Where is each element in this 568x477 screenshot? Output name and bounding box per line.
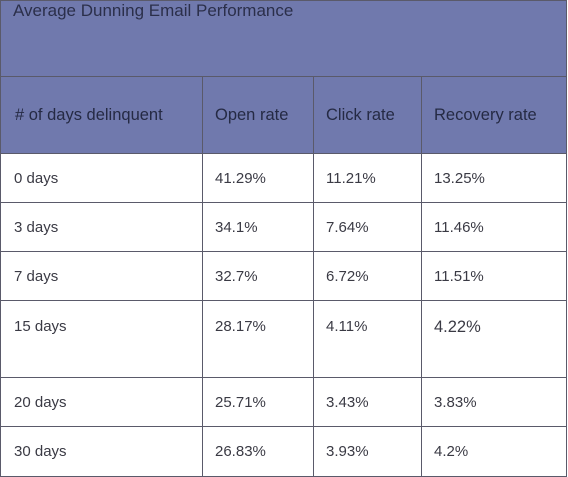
cell-open-rate: 41.29% xyxy=(202,153,314,203)
cell-open-rate: 25.71% xyxy=(202,377,314,427)
table-title: Average Dunning Email Performance xyxy=(0,0,568,77)
cell-recovery-rate: 3.83% xyxy=(420,377,568,427)
cell-days: 15 days xyxy=(0,300,203,378)
cell-click-rate: 3.93% xyxy=(313,426,422,477)
table-row: 20 days 25.71% 3.43% 3.83% xyxy=(0,377,568,427)
cell-days: 7 days xyxy=(0,251,203,301)
cell-recovery-rate: 11.46% xyxy=(420,202,568,252)
cell-recovery-rate: 4.22% xyxy=(420,300,568,378)
cell-open-rate: 32.7% xyxy=(202,251,314,301)
cell-open-rate: 34.1% xyxy=(202,202,314,252)
cell-click-rate: 4.11% xyxy=(313,300,422,378)
cell-click-rate: 3.43% xyxy=(313,377,422,427)
table-title-row: Average Dunning Email Performance xyxy=(0,0,568,77)
header-click-rate: Click rate xyxy=(313,76,422,154)
cell-recovery-rate: 11.51% xyxy=(420,251,568,301)
cell-click-rate: 6.72% xyxy=(313,251,422,301)
header-recovery-rate: Recovery rate xyxy=(420,76,568,154)
table-header-row: # of days delinquent Open rate Click rat… xyxy=(0,76,568,154)
cell-click-rate: 11.21% xyxy=(313,153,422,203)
table-row: 30 days 26.83% 3.93% 4.2% xyxy=(0,426,568,477)
cell-days: 30 days xyxy=(0,426,203,477)
cell-days: 20 days xyxy=(0,377,203,427)
cell-days: 3 days xyxy=(0,202,203,252)
cell-open-rate: 26.83% xyxy=(202,426,314,477)
cell-recovery-rate: 13.25% xyxy=(420,153,568,203)
header-days-delinquent: # of days delinquent xyxy=(0,76,203,154)
cell-open-rate: 28.17% xyxy=(202,300,314,378)
cell-days: 0 days xyxy=(0,153,203,203)
table-row: 3 days 34.1% 7.64% 11.46% xyxy=(0,202,568,252)
table-row: 0 days 41.29% 11.21% 13.25% xyxy=(0,153,568,203)
cell-click-rate: 7.64% xyxy=(313,202,422,252)
table-row: 7 days 32.7% 6.72% 11.51% xyxy=(0,251,568,301)
header-open-rate: Open rate xyxy=(202,76,314,154)
cell-recovery-rate: 4.2% xyxy=(420,426,568,477)
table-row: 15 days 28.17% 4.11% 4.22% xyxy=(0,300,568,378)
